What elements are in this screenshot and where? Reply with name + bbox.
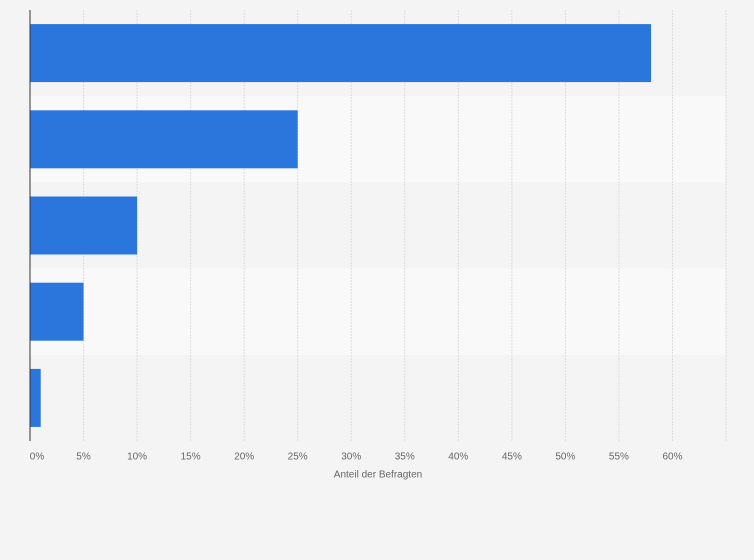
x-tick-label: 15% [181,452,201,463]
x-tick-label: 5% [76,452,91,463]
x-tick-label: 50% [555,452,575,463]
row-band [30,354,726,441]
x-tick-label: 20% [234,452,254,463]
x-tick-label: 10% [127,452,147,463]
bar [30,282,84,341]
row-band [30,268,726,355]
x-tick-label: 40% [448,452,468,463]
x-tick-label: 0% [30,452,45,463]
x-axis-label: Anteil der Befragten [334,470,422,481]
bar [30,24,652,83]
x-tick-label: 55% [609,452,629,463]
bar [30,110,298,169]
x-tick-label: 45% [502,452,522,463]
x-tick-label: 60% [662,452,682,463]
bar [30,196,138,255]
row-band [30,182,726,269]
x-tick-label: 30% [341,452,361,463]
bar [30,368,41,427]
x-tick-label: 25% [288,452,308,463]
x-tick-label: 35% [395,452,415,463]
